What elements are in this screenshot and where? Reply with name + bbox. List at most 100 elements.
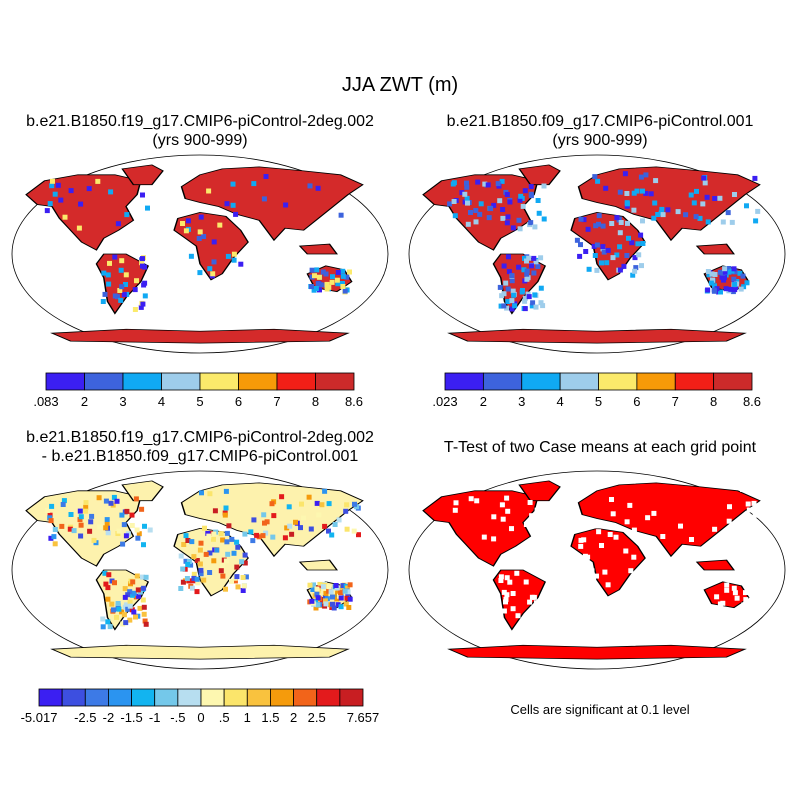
grid-cell (535, 264, 541, 269)
grid-cell (541, 183, 547, 189)
grid-cell (123, 282, 128, 287)
grid-cell (197, 561, 203, 567)
grid-cell (478, 201, 484, 207)
grid-cell (306, 494, 312, 500)
grid-cell (211, 259, 217, 265)
colorbar-label: 2 (480, 394, 487, 409)
grid-cell (505, 508, 511, 514)
grid-cell (121, 292, 127, 298)
grid-cell (197, 270, 203, 276)
grid-cell (186, 559, 192, 564)
grid-cell (343, 601, 349, 607)
grid-cell (315, 185, 321, 191)
grid-cell (118, 267, 124, 273)
grid-cell (123, 620, 129, 626)
grid-cell (741, 602, 747, 608)
grid-cell (691, 200, 697, 206)
grid-cell (506, 254, 511, 260)
grid-cell (197, 229, 203, 235)
grid-cell (264, 519, 270, 525)
grid-cell (528, 184, 534, 190)
grid-cell (473, 208, 479, 213)
grid-cell (596, 213, 602, 219)
grid-cell (627, 502, 633, 508)
grid-cell (230, 202, 236, 208)
grid-cell (211, 536, 216, 542)
grid-cell (119, 609, 125, 615)
grid-cell (139, 260, 145, 266)
colorbar-label: 2.5 (308, 710, 326, 725)
grid-cell (315, 602, 321, 608)
grid-cell (708, 280, 714, 286)
grid-cell (528, 193, 534, 199)
grid-cell (178, 553, 184, 559)
grid-cell (309, 267, 315, 273)
grid-cell (523, 522, 529, 527)
colorbar-label: 6 (633, 394, 640, 409)
grid-cell (609, 497, 614, 502)
colorbar-box (316, 688, 341, 707)
grid-cell (102, 570, 108, 576)
grid-cell (689, 537, 694, 542)
grid-cell (618, 220, 624, 225)
grid-cell (208, 531, 214, 536)
grid-cell (100, 299, 106, 304)
grid-cell (614, 252, 620, 258)
grid-cell (223, 558, 229, 564)
grid-cell (142, 280, 148, 286)
grid-cell (250, 538, 256, 544)
colorbar-label: 5 (196, 394, 203, 409)
grid-cell (183, 533, 189, 539)
grid-cell (329, 532, 335, 538)
grid-cell (624, 191, 630, 196)
colorbar-box (293, 688, 318, 707)
grid-cell (633, 265, 639, 271)
grid-cell (205, 530, 211, 536)
grid-cell (326, 284, 332, 290)
grid-cell (314, 586, 320, 592)
grid-cell (498, 574, 504, 580)
grid-cell (220, 573, 226, 579)
grid-cell (758, 525, 764, 531)
grid-cell (486, 215, 492, 221)
grid-cell (504, 305, 510, 311)
grid-cell (47, 512, 53, 518)
grid-cell (533, 600, 539, 606)
grid-cell (199, 490, 204, 496)
figure-title: JJA ZWT (m) (341, 74, 459, 96)
grid-cell (594, 267, 600, 273)
grid-cell (340, 273, 346, 279)
grid-cell (731, 276, 737, 282)
panel-title-difference: b.e21.B1850.f19_g17.CMIP6-piControl-2deg… (0, 428, 400, 466)
colorbar-label: 2 (290, 710, 297, 725)
grid-cell (464, 184, 470, 190)
grid-cell (356, 532, 361, 538)
grid-cell (140, 301, 146, 307)
grid-cell (714, 594, 720, 600)
grid-cell (60, 502, 66, 507)
grid-cell (334, 277, 340, 283)
grid-cell (732, 192, 737, 197)
grid-cell (312, 273, 317, 279)
grid-cell (133, 614, 138, 620)
grid-cell (322, 523, 328, 529)
grid-cell (117, 288, 123, 293)
grid-cell (720, 219, 726, 225)
grid-cell (323, 601, 329, 607)
grid-cell (639, 263, 644, 269)
grid-cell (314, 267, 320, 273)
grid-cell (287, 523, 293, 529)
grid-cell (624, 201, 630, 207)
panel-title-case2-line2: (yrs 900-999) (552, 132, 648, 149)
grid-cell (465, 200, 470, 206)
colorbar-label: 6 (235, 394, 242, 409)
grid-cell (622, 171, 628, 177)
grid-cell (198, 567, 204, 573)
grid-cell (712, 272, 718, 277)
grid-cell (125, 592, 131, 598)
grid-cell (307, 183, 313, 189)
grid-cell (78, 533, 84, 539)
grid-cell (343, 508, 349, 514)
grid-cell (524, 258, 529, 264)
grid-cell (532, 224, 538, 230)
